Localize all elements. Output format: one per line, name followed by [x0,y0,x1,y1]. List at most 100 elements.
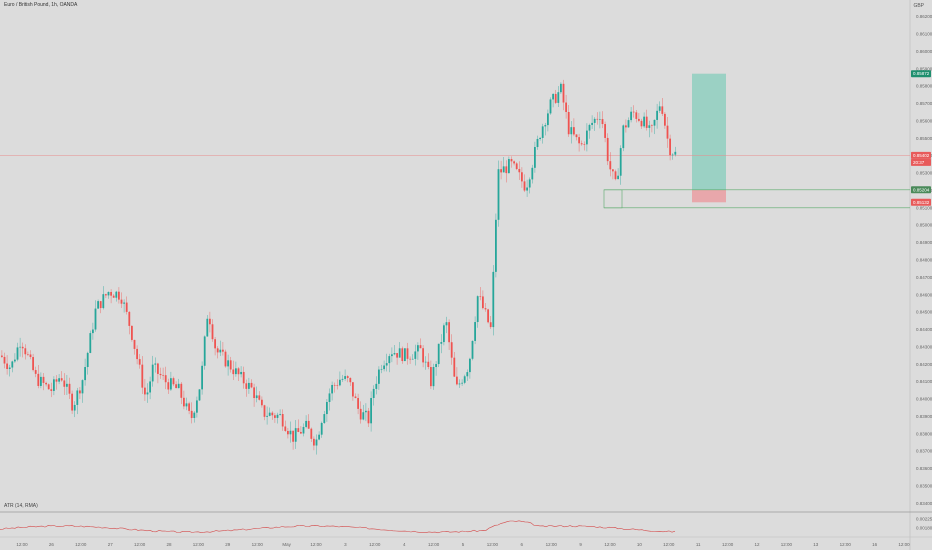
candle-body [32,357,34,371]
candle-body [523,181,526,191]
candle-body [458,383,461,385]
time-axis-label: 12:00 [134,542,146,547]
candle-body [544,125,547,127]
time-axis-label: 12:00 [252,542,264,547]
candle-body [601,119,604,125]
candle-body [419,345,422,349]
candle-body [131,325,133,340]
candle-body [414,351,417,359]
candle-body [404,348,406,362]
candle-body [375,383,378,389]
candle-body [622,125,625,149]
candle-body [76,390,79,405]
price-tag [911,70,931,78]
time-axis-label: 29 [225,542,231,547]
candle-body [313,438,315,446]
time-axis-label: 12:00 [310,542,322,547]
price-tick-label: 0.85300 [916,171,932,176]
candle-body [510,159,513,162]
candle-body [388,356,391,364]
candle-body [198,389,201,401]
candle-body [492,271,495,328]
candle-body [476,296,479,323]
candle-body [115,291,118,298]
price-tick-label: 0.86100 [916,32,932,37]
candle-body [339,379,341,386]
candle-body [320,422,323,435]
candle-body [66,383,68,387]
candle-body [42,376,45,383]
candle-body [149,381,151,393]
candle-body [385,363,388,366]
candle-body [224,351,227,367]
candle-body [573,127,575,135]
candle-body [185,403,188,407]
candle-body [632,111,635,113]
candle-body [63,380,66,387]
price-tag-label: 0.85872 [913,71,930,76]
candle-body [435,364,437,367]
price-tick-label: 0.83500 [916,483,932,488]
price-tick-label: 0.85600 [916,118,932,123]
candle-body [424,361,427,363]
candle-body [398,348,401,358]
candle-body [411,358,414,360]
candle-body [68,383,71,394]
candle-body [196,400,198,413]
candle-body [37,373,40,386]
price-tick-label: 0.85700 [916,101,932,106]
price-tick-label: 0.83600 [916,466,932,471]
time-axis-label: 4 [403,542,406,547]
time-axis-label: 12:00 [663,542,675,547]
candle-body [461,382,463,384]
candle-body [346,376,349,378]
candle-body [362,412,365,420]
candle-body [6,363,8,369]
candle-body [81,380,84,394]
symbol-title[interactable]: Euro / British Pound, 1h, OANDA [4,2,78,8]
candle-body [271,412,274,416]
price-tick-label: 0.84500 [916,310,932,315]
candle-body [560,83,562,93]
candle-body [586,130,588,145]
candle-body [24,348,27,355]
candle-body [648,125,651,128]
candle-body [138,359,141,365]
time-axis-label: 12:00 [898,542,910,547]
price-tick-label: 0.84800 [916,258,932,263]
candle-body [136,348,138,360]
candle-body [365,410,367,413]
candle-body [1,355,3,357]
candle-body [318,434,320,440]
candle-body [27,354,29,355]
time-axis-label: 12:00 [722,542,734,547]
candle-body [141,364,144,388]
candle-body [232,369,235,375]
candle-body [305,420,307,427]
candle-body [328,393,331,402]
candle-body [547,113,549,126]
candle-body [3,356,6,364]
candle-body [409,358,411,360]
candle-body [240,371,242,375]
loss-zone [692,189,726,203]
candle-body [162,375,164,376]
candle-body [497,169,500,220]
candle-body [557,92,560,103]
candle-body [276,414,279,418]
candle-body [432,366,435,387]
candle-body [294,428,297,442]
candle-body [651,125,653,126]
atr-tick-label: 0.00180 [916,526,932,531]
time-axis-label: 12:00 [75,542,87,547]
candle-body [307,420,310,429]
candle-body [206,318,209,337]
candle-body [89,333,92,353]
atr-indicator-label[interactable]: ATR (14, RMA) [4,503,38,509]
time-axis-label: 12:00 [369,542,381,547]
candle-body [466,372,469,377]
candle-body [102,294,105,309]
candle-body [583,144,586,145]
